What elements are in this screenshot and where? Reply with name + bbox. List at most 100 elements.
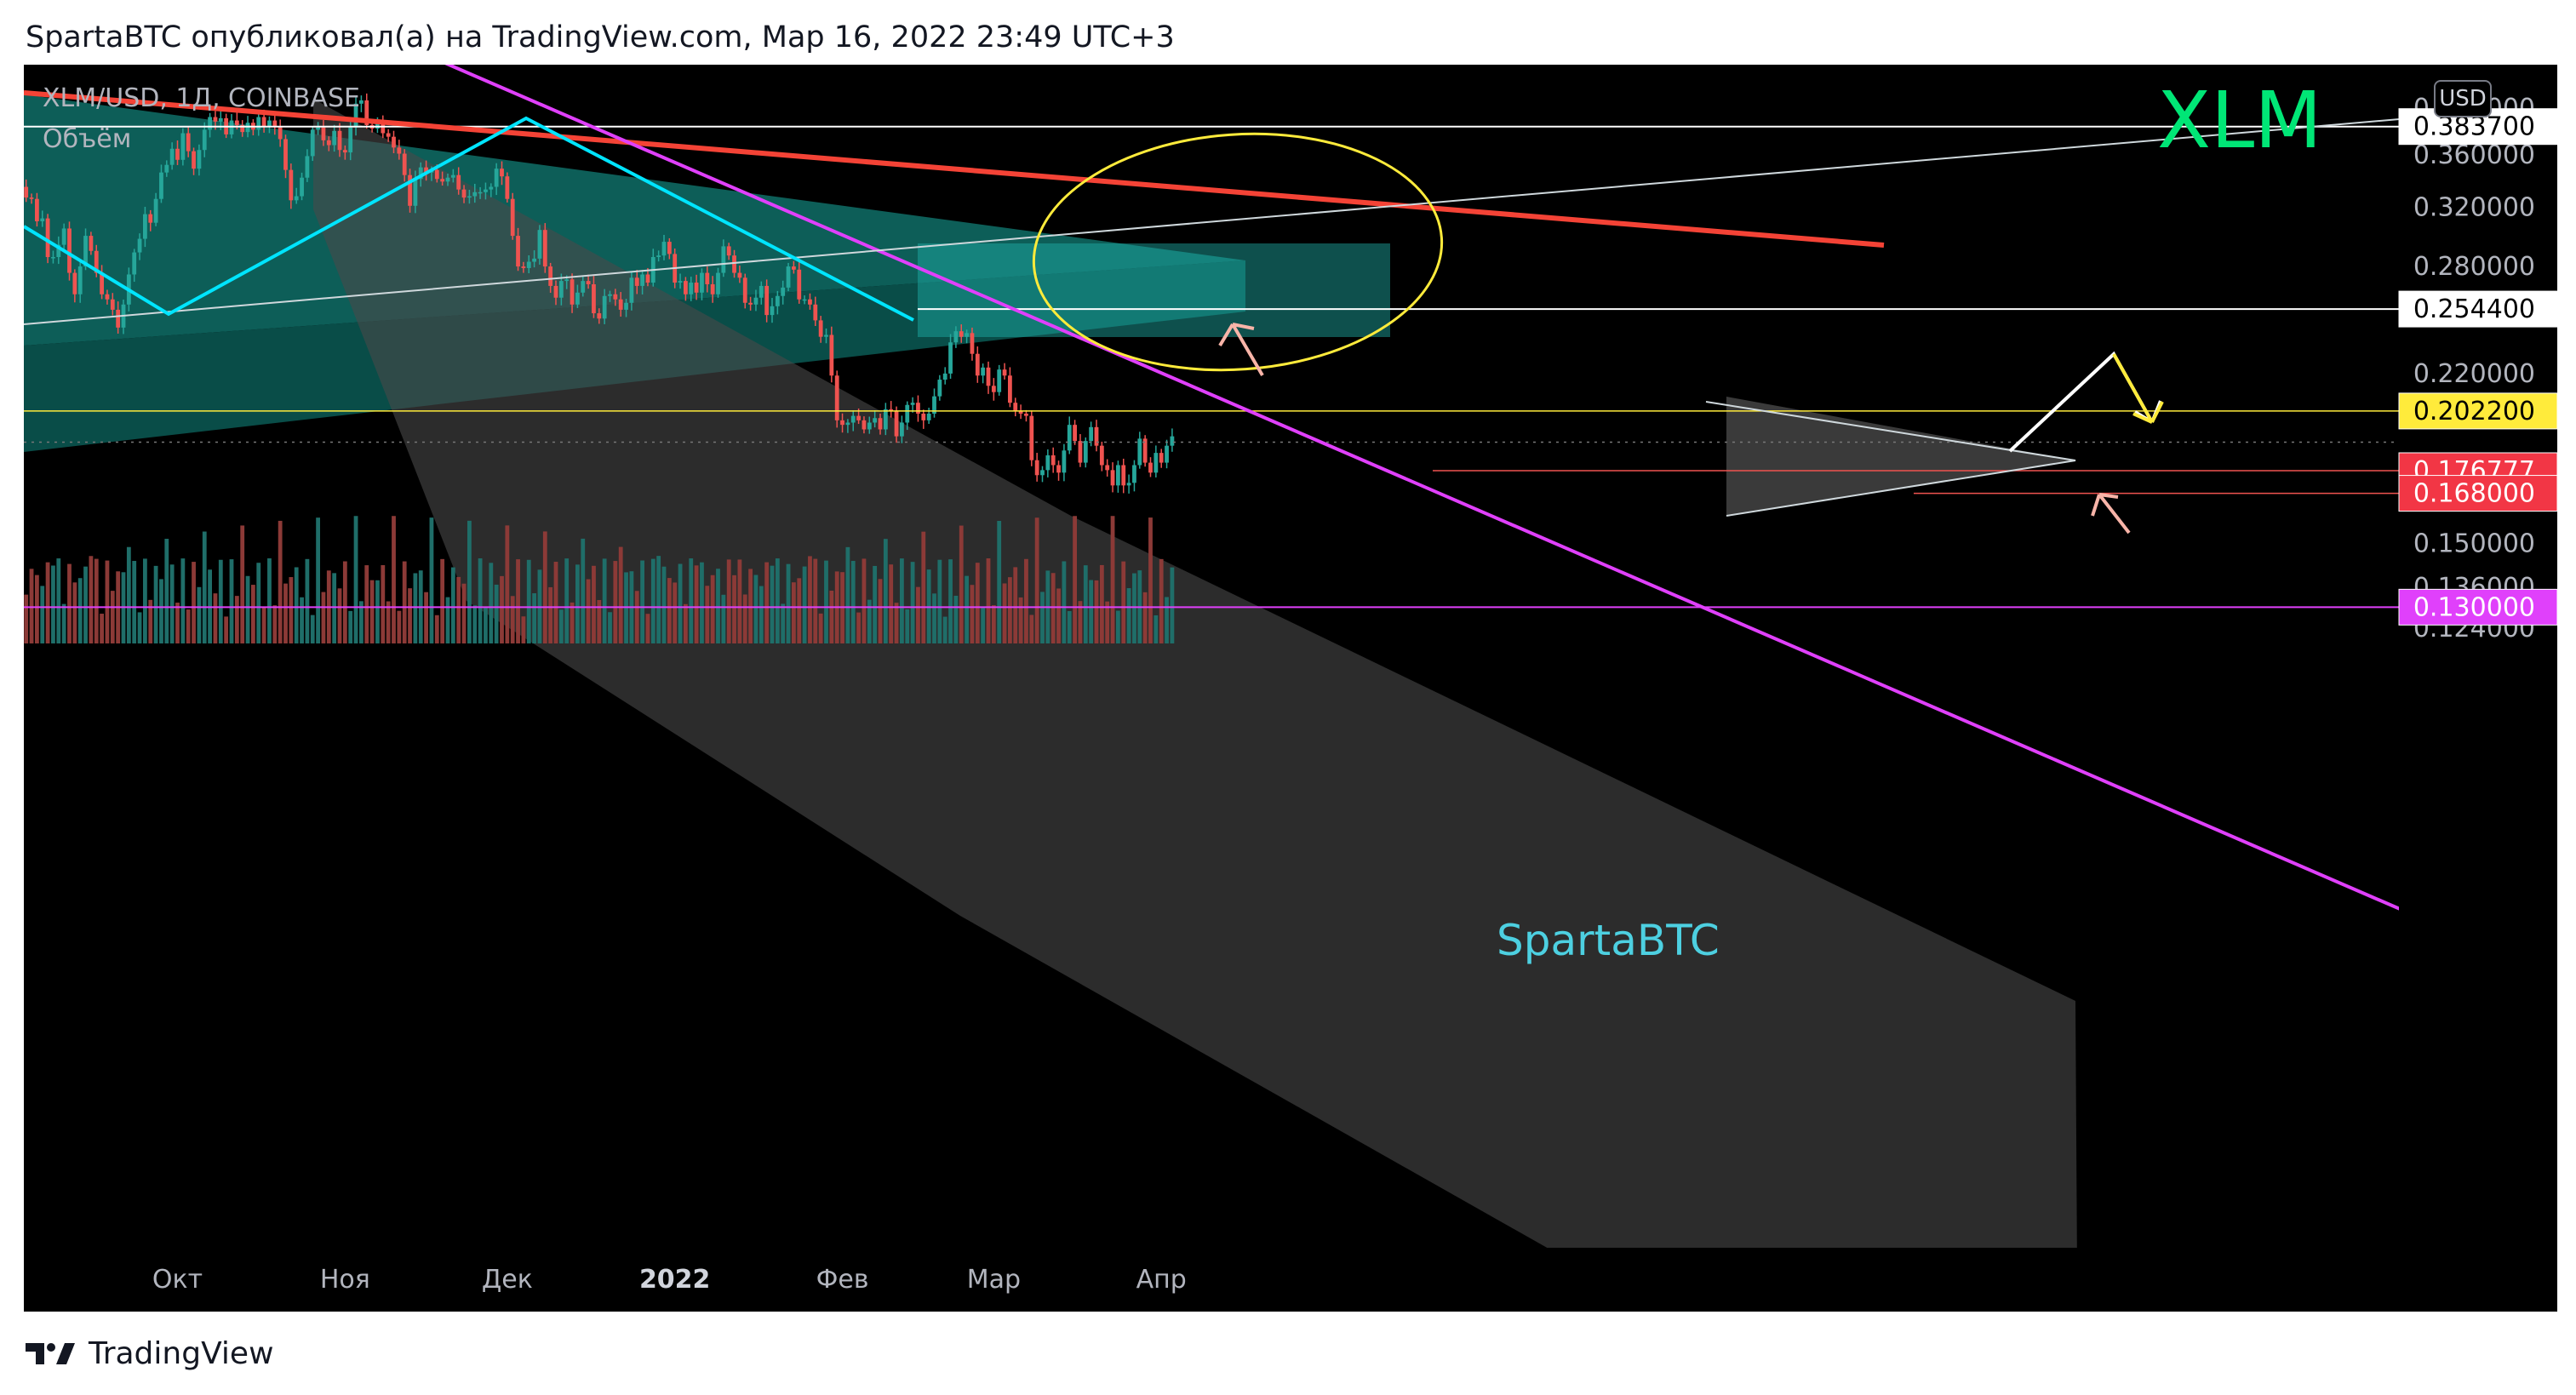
volume-bar [986, 558, 991, 643]
candle-body [180, 133, 186, 160]
volume-bar [661, 566, 667, 643]
volume-bar [392, 516, 396, 643]
volume-bar [570, 602, 575, 643]
candle-body [597, 313, 602, 319]
pink-up-arrow-1 [1218, 323, 1264, 377]
volume-bar [581, 538, 586, 643]
volume-bar [424, 592, 428, 643]
chart-panel[interactable]: 0.4000000.3600000.3200000.2800000.220000… [24, 65, 2557, 1312]
candle-body [143, 214, 147, 239]
candle-body [1018, 411, 1023, 414]
drawing-shapes-layer [24, 94, 2077, 1282]
tradingview-footer[interactable]: TradingView [26, 1328, 274, 1379]
candle-body [342, 150, 347, 153]
volume-bar [413, 573, 418, 643]
candle-body [786, 266, 791, 288]
volume-bar [792, 582, 796, 643]
candle-body [148, 214, 153, 223]
volume-bar [332, 573, 337, 643]
candle-body [494, 169, 499, 187]
magenta-resistance-line [444, 65, 2557, 979]
candle-body [489, 186, 494, 190]
price-chart[interactable]: 0.4000000.3600000.3200000.2800000.220000… [24, 65, 2557, 1312]
volume-bar [526, 559, 531, 643]
tradingview-logo-icon [26, 1343, 75, 1364]
volume-bar [521, 616, 526, 643]
volume-bar [705, 586, 710, 643]
candle-body [213, 117, 218, 122]
candle-body [856, 415, 861, 420]
volume-bar [553, 562, 558, 643]
currency-button[interactable]: USD [2434, 80, 2492, 117]
volume-bar [283, 583, 288, 643]
candle-body [175, 148, 180, 160]
volume-bar [386, 601, 391, 643]
volume-bar [289, 577, 294, 643]
candle-body [537, 230, 542, 259]
volume-bar [959, 525, 964, 643]
volume-bar [369, 580, 375, 643]
volume-bar [1002, 583, 1007, 643]
candle-body [197, 150, 202, 169]
candle-body [873, 418, 878, 423]
candle-body [516, 236, 520, 267]
candle-body [402, 153, 407, 175]
candle-body [948, 342, 953, 374]
candle-body [1153, 453, 1159, 473]
volume-bar [40, 586, 45, 643]
candle-body [932, 396, 936, 414]
yellow-projection-arrow [2112, 353, 2164, 424]
volume-bar [1148, 517, 1153, 643]
time-tick-label: Окт [152, 1265, 203, 1295]
candle-body [1110, 470, 1115, 486]
candle-body [440, 179, 445, 182]
candle-body [1040, 470, 1045, 476]
candle-body [716, 272, 720, 294]
symbol-legend[interactable]: XLM/USD, 1Д, COINBASE [43, 83, 360, 113]
candle-body [478, 192, 483, 194]
pink-up-arrow-2 [2091, 493, 2131, 535]
volume-bar [51, 565, 55, 643]
candle-body [218, 117, 223, 122]
volume-legend[interactable]: Объём [43, 124, 132, 154]
candle-body [526, 261, 531, 268]
price-label-box [2398, 290, 2557, 328]
volume-bar [618, 546, 623, 643]
candle-body [1148, 462, 1153, 473]
candle-body [359, 100, 364, 104]
volume-bar [1165, 597, 1169, 643]
volume-bar [516, 559, 520, 643]
volume-bar [592, 565, 596, 643]
candle-body [1034, 460, 1039, 476]
candle-body [1132, 465, 1136, 483]
candle-body [824, 334, 828, 337]
volume-bar [267, 558, 272, 643]
candle-body [77, 266, 83, 294]
volume-bar [100, 614, 104, 643]
white-projection-path [2008, 351, 2162, 453]
volume-bar [245, 575, 250, 643]
candle-body [1105, 465, 1110, 471]
candle-body [813, 304, 818, 321]
candle-body [986, 367, 991, 386]
volume-bar [175, 603, 180, 643]
volume-bar [337, 588, 342, 643]
volume-bar [359, 601, 364, 643]
volume-bar [737, 559, 742, 643]
volume-bar [775, 558, 780, 643]
volume-bar [758, 586, 764, 643]
volume-bar [1024, 558, 1028, 643]
candle-body [234, 120, 239, 125]
candle-body [272, 120, 278, 128]
volume-bar [650, 558, 655, 643]
volume-bar [942, 616, 947, 643]
candle-body [542, 230, 547, 267]
volume-bar [1132, 573, 1136, 643]
candle-body [305, 156, 310, 178]
candle-body [186, 133, 191, 152]
candle-body [1062, 450, 1067, 473]
volume-bar [542, 531, 547, 643]
candle-body [916, 403, 920, 414]
volume-bar [137, 612, 142, 643]
volume-bar [272, 605, 278, 643]
